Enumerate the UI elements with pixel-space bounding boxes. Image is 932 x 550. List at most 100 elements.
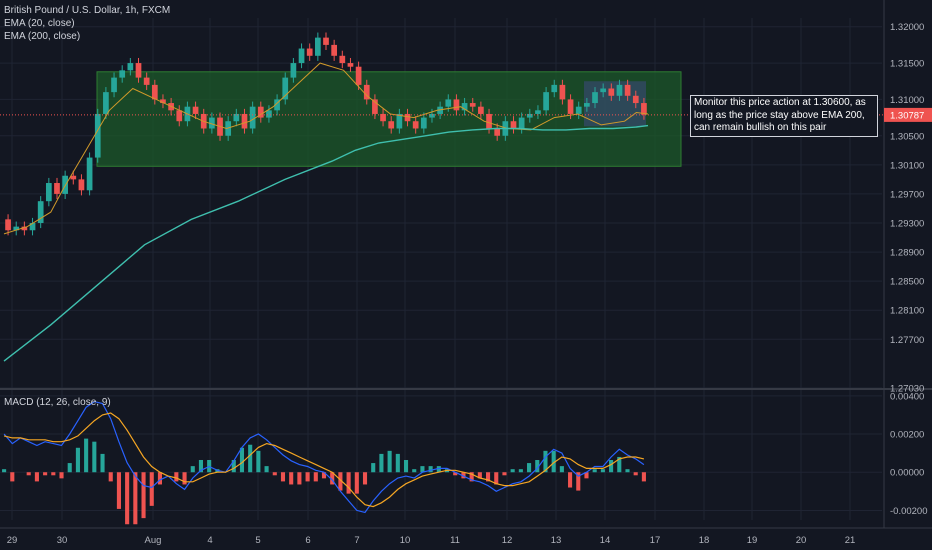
candle xyxy=(233,108,240,127)
candle xyxy=(429,108,435,123)
candle-body xyxy=(94,113,101,158)
candle-body xyxy=(347,63,354,67)
candle-body xyxy=(70,175,77,180)
time-tick-label: 19 xyxy=(747,535,758,546)
candle xyxy=(86,152,93,196)
candle-body xyxy=(372,99,378,114)
candle-body xyxy=(461,103,468,111)
candle xyxy=(143,72,150,90)
candle-body xyxy=(535,110,541,114)
trade-note-annotation[interactable]: Monitor this price action at 1.30600, as… xyxy=(690,95,878,137)
candle xyxy=(592,87,598,109)
candle-body xyxy=(363,84,370,100)
time-tick-label: Aug xyxy=(145,535,162,546)
candle xyxy=(551,79,558,98)
candle xyxy=(103,87,109,120)
time-tick-label: 30 xyxy=(57,535,68,546)
candle xyxy=(257,101,264,123)
candle xyxy=(641,97,647,120)
candle-body xyxy=(526,113,533,118)
candle xyxy=(70,170,77,185)
candle-body xyxy=(429,113,435,118)
candle-body xyxy=(632,95,639,104)
candle xyxy=(323,32,329,50)
candle xyxy=(298,43,305,69)
candle-body xyxy=(135,63,142,78)
candle xyxy=(543,87,549,116)
candle-body xyxy=(143,77,150,85)
candle xyxy=(127,57,134,76)
candle xyxy=(420,112,427,134)
candle-body xyxy=(151,84,158,100)
macd-tick-label: 0.00400 xyxy=(890,391,924,402)
symbol-title: British Pound / U.S. Dollar, 1h, FXCM xyxy=(4,5,171,16)
price-tick-label: 1.29300 xyxy=(890,218,924,229)
candle xyxy=(54,177,60,200)
candle-body xyxy=(160,99,166,104)
candle xyxy=(5,214,11,236)
ema20-legend: EMA (20, close) xyxy=(4,18,75,29)
candle xyxy=(600,83,607,98)
candle-body xyxy=(494,128,501,136)
candle xyxy=(388,116,395,134)
candle-body xyxy=(510,121,517,129)
candle-body xyxy=(266,110,272,118)
candle-body xyxy=(551,84,558,93)
candle xyxy=(314,32,321,61)
last-price-label: 1.30787 xyxy=(890,110,924,121)
ema200-legend: EMA (200, close) xyxy=(4,31,81,42)
chart-legend: British Pound / U.S. Dollar, 1h, FXCM EM… xyxy=(4,4,170,43)
candle-body xyxy=(404,113,411,122)
candle xyxy=(339,50,346,69)
candle-body xyxy=(209,117,215,129)
candle xyxy=(380,108,386,127)
time-tick-label: 13 xyxy=(551,535,562,546)
candle-body xyxy=(469,103,476,107)
candle-body xyxy=(192,106,199,114)
candle xyxy=(111,72,117,98)
candle-body xyxy=(641,103,647,115)
candle-body xyxy=(127,63,134,71)
macd-tick-label: 0.00200 xyxy=(890,430,924,441)
price-tick-label: 1.29700 xyxy=(890,189,924,200)
candle-body xyxy=(103,92,109,114)
candle-body xyxy=(21,226,28,231)
price-tick-label: 1.30500 xyxy=(890,131,924,142)
candle-body xyxy=(584,103,590,107)
candle xyxy=(478,101,484,120)
price-tick-label: 1.32000 xyxy=(890,22,924,33)
macd-tick-label: -0.00200 xyxy=(890,506,928,517)
candle-body xyxy=(5,219,11,231)
time-tick-label: 29 xyxy=(7,535,18,546)
candle-body xyxy=(592,92,598,104)
price-tick-label: 1.30100 xyxy=(890,160,924,171)
candle xyxy=(78,174,85,196)
candle-body xyxy=(567,99,574,114)
candle-body xyxy=(29,222,36,231)
candle-body xyxy=(355,66,362,85)
candle-body xyxy=(396,113,403,129)
candle xyxy=(584,97,590,112)
candle xyxy=(45,177,52,207)
candle xyxy=(151,79,158,105)
candle xyxy=(518,112,525,134)
consolidation-range-box xyxy=(96,71,682,167)
candle xyxy=(559,79,566,105)
candle xyxy=(624,79,631,101)
macd-line xyxy=(3,400,645,514)
candle xyxy=(290,57,297,83)
time-tick-label: 10 xyxy=(400,535,411,546)
candle xyxy=(192,101,199,120)
candle xyxy=(282,72,289,105)
macd-legend: MACD (12, 26, close, 9) xyxy=(4,397,111,408)
candle xyxy=(404,108,411,127)
candle-body xyxy=(290,63,297,78)
candle xyxy=(135,57,142,83)
candle-body xyxy=(559,84,566,100)
candle-body xyxy=(339,55,346,64)
time-tick-label: 17 xyxy=(650,535,661,546)
signal-line xyxy=(3,412,645,508)
candle xyxy=(510,116,517,134)
ema20-line xyxy=(3,62,649,235)
